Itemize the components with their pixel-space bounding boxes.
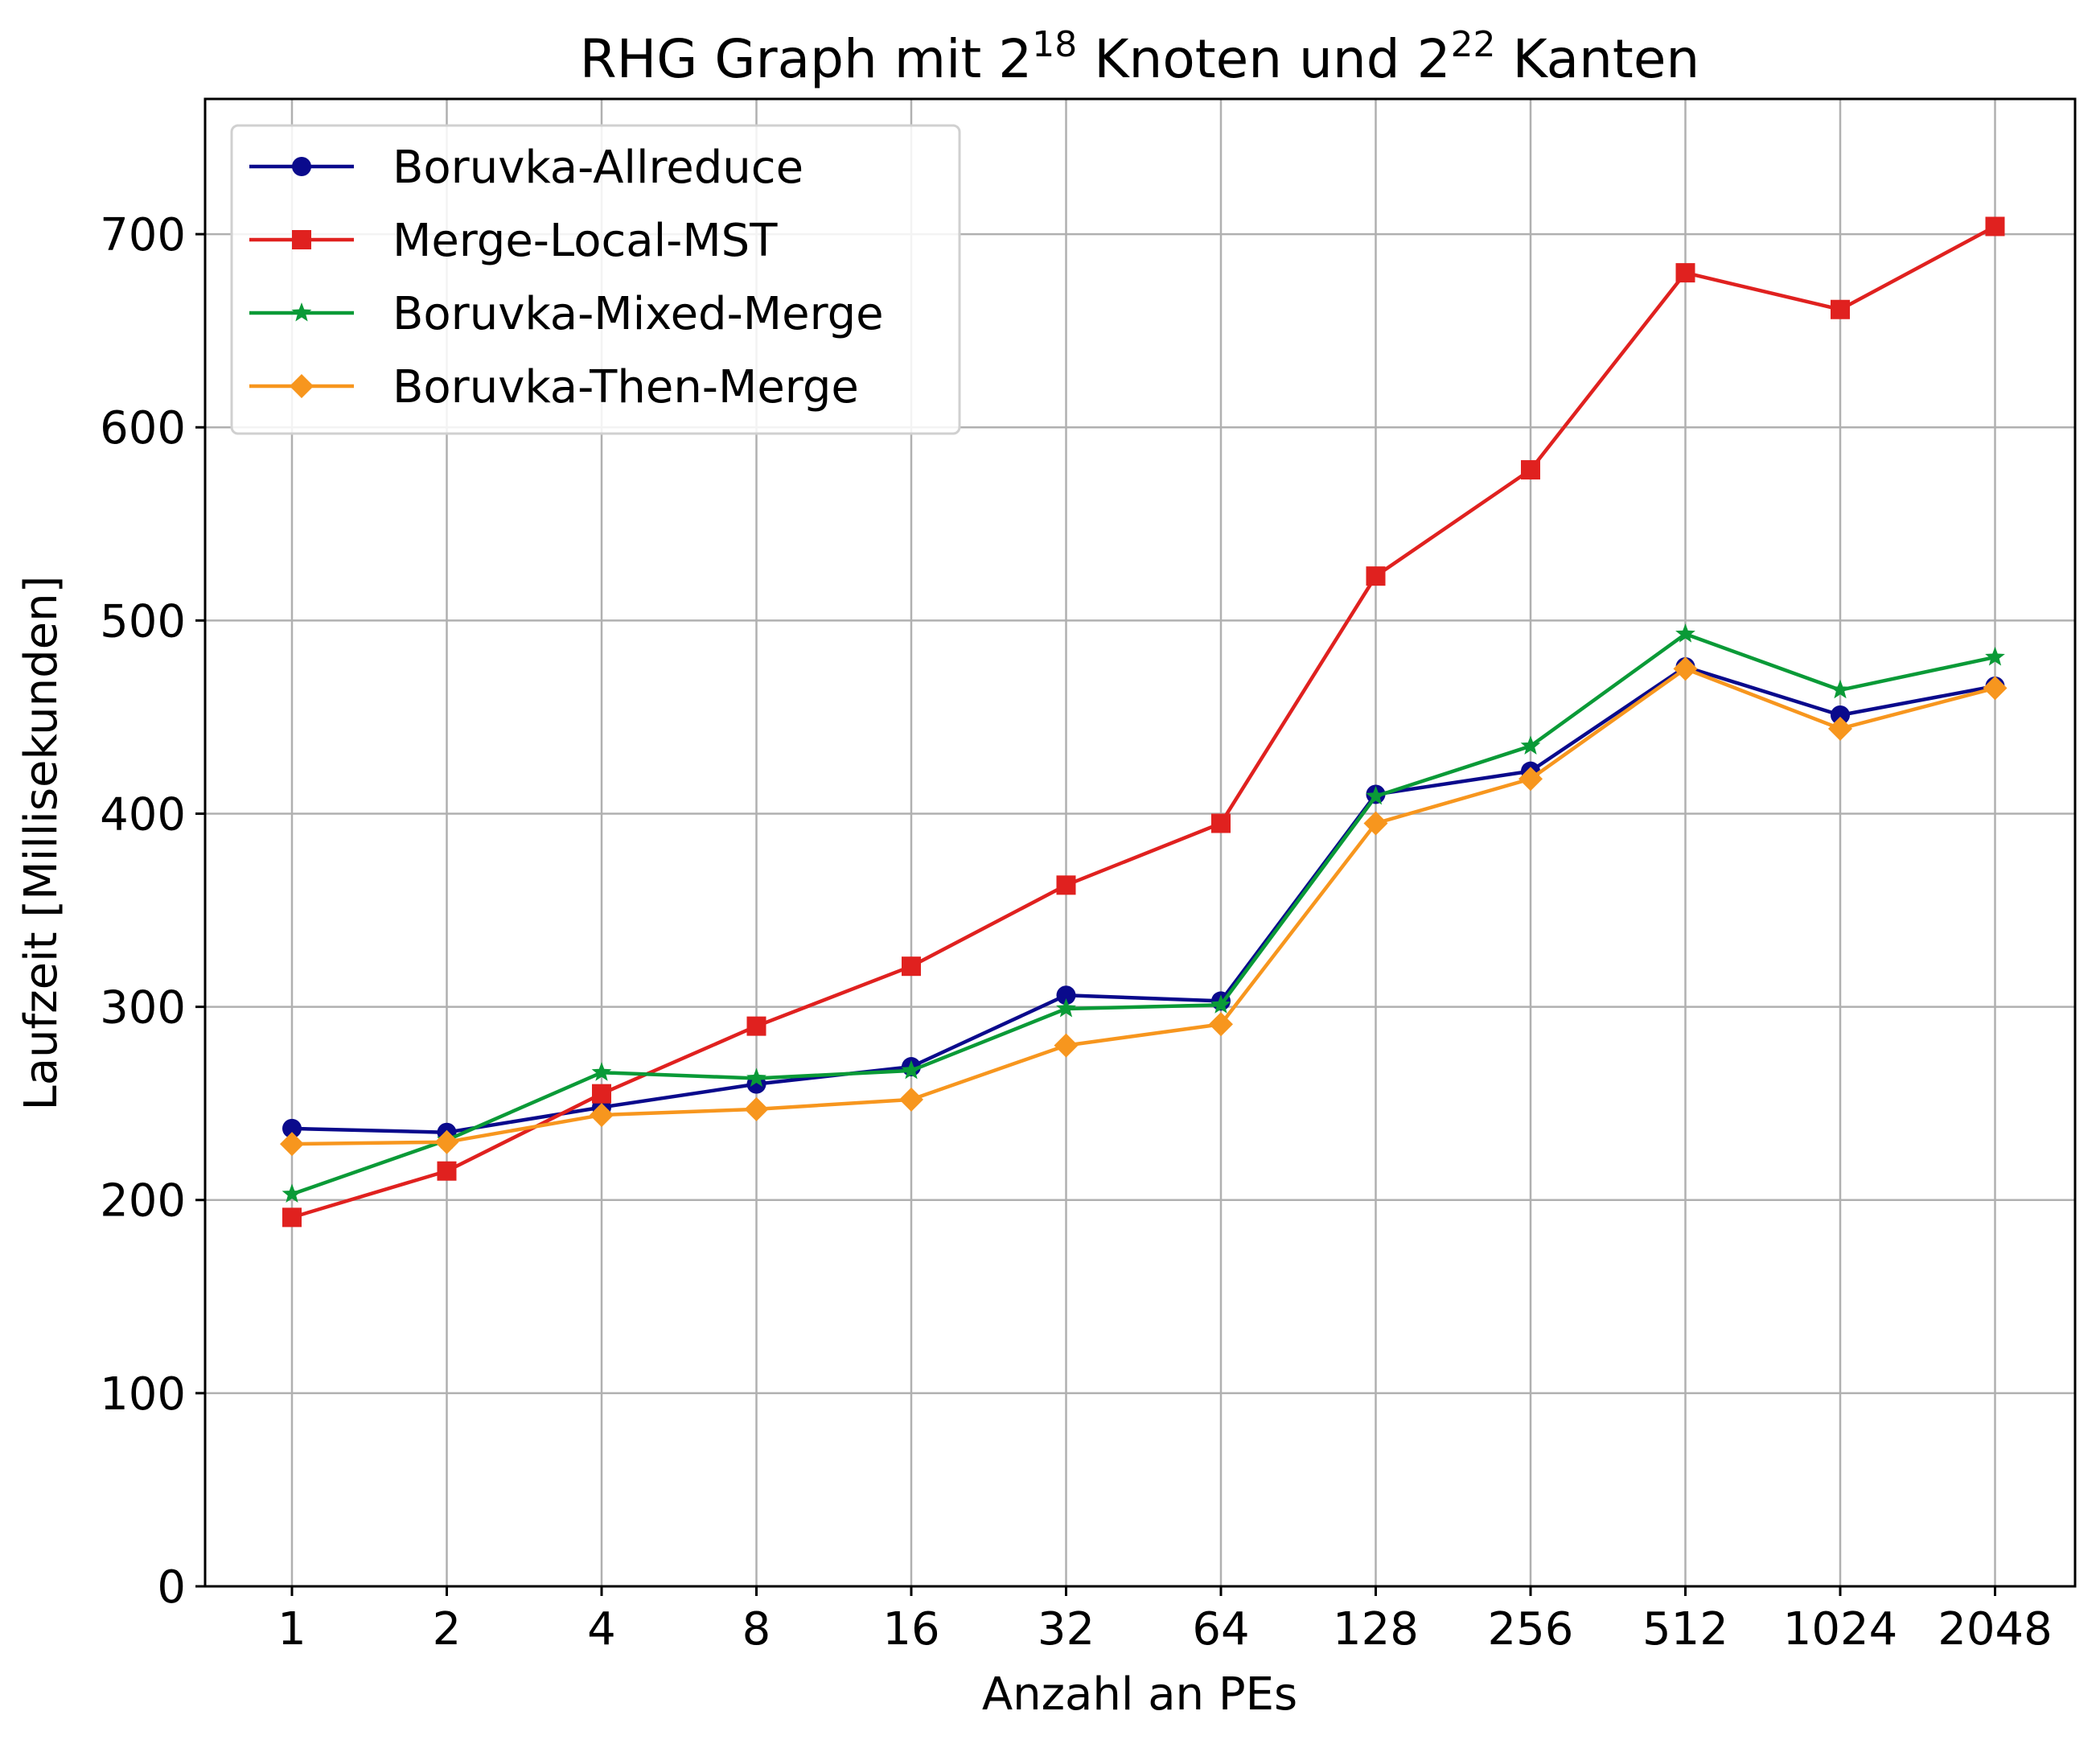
data-point-star <box>282 1183 302 1203</box>
data-point-star <box>1830 679 1851 699</box>
data-point-star <box>1985 646 2005 666</box>
data-point-square <box>746 1016 766 1036</box>
data-point-diamond <box>290 374 314 398</box>
y-tick-label: 400 <box>100 788 186 841</box>
data-point-square <box>902 956 921 977</box>
data-point-star <box>1366 785 1386 805</box>
data-point-diamond <box>744 1096 769 1121</box>
x-tick-label: 64 <box>1192 1603 1249 1656</box>
x-tick-label: 256 <box>1488 1603 1574 1656</box>
legend-label: Boruvka-Mixed-Merge <box>392 288 884 340</box>
legend-entry: Boruvka-Allreduce <box>249 142 803 194</box>
x-tick-label: 1 <box>277 1603 306 1656</box>
data-point-diamond <box>1828 716 1852 741</box>
y-tick-label: 600 <box>100 402 186 455</box>
data-point-diamond <box>1054 1033 1079 1058</box>
series-line <box>291 631 1995 1196</box>
title-superscript-22: 22 <box>1451 24 1496 65</box>
series-line <box>291 667 1996 1146</box>
data-point-square <box>1521 460 1540 480</box>
legend-entry: Boruvka-Mixed-Merge <box>249 288 884 340</box>
title-suffix: Kanten <box>1496 28 1700 90</box>
title-superscript-18: 18 <box>1032 24 1077 65</box>
tick-layer: 1 2 4 8 16 32 64 128 256 512 1024 2048 0 100 200 300 400… <box>100 209 2053 1656</box>
series-boruvka-allreduce <box>282 656 2005 1142</box>
data-point-diamond <box>434 1129 459 1154</box>
data-point-star <box>1675 623 1695 643</box>
data-point-circle <box>282 1118 302 1138</box>
data-point-square <box>1211 813 1231 833</box>
y-tick-label: 0 <box>157 1561 186 1614</box>
data-point-star <box>1056 998 1076 1018</box>
data-point-star <box>291 302 312 322</box>
data-point-square <box>1831 299 1850 319</box>
series-line <box>291 224 1996 1220</box>
data-point-diamond <box>1983 676 2008 701</box>
x-tick-label: 2048 <box>1938 1603 2053 1656</box>
data-point-star <box>1520 735 1541 755</box>
y-tick-label: 500 <box>100 595 186 648</box>
chart-title: RHG Graph mit 218 Knoten und 222 Kanten <box>580 24 1700 90</box>
data-point-square <box>1056 875 1076 895</box>
plot-frame <box>203 97 2077 1588</box>
y-tick-label: 200 <box>100 1175 186 1228</box>
x-tick-label: 32 <box>1038 1603 1095 1656</box>
data-point-diamond <box>590 1103 614 1128</box>
data-point-diamond <box>1673 656 1698 681</box>
data-point-diamond <box>1518 767 1543 792</box>
data-point-square <box>1366 566 1386 586</box>
series-layer <box>280 216 2008 1228</box>
data-point-circle <box>292 157 311 176</box>
data-point-square <box>292 230 311 249</box>
legend-entries: Boruvka-Allreduce Merge-Local-MST Boruvka-… <box>249 142 884 413</box>
x-tick-label: 8 <box>742 1603 771 1656</box>
legend-label: Boruvka-Then-Merge <box>392 361 859 413</box>
data-point-square <box>1675 263 1695 283</box>
data-point-diamond <box>899 1087 923 1112</box>
x-tick-label: 1024 <box>1783 1603 1898 1656</box>
data-point-star <box>1210 994 1231 1014</box>
y-tick-label: 700 <box>100 209 186 261</box>
legend-entry: Merge-Local-MST <box>249 215 778 267</box>
title-prefix: RHG Graph mit 2 <box>580 28 1033 90</box>
data-point-square <box>1985 216 2005 237</box>
data-point-square <box>282 1207 302 1228</box>
x-tick-label: 4 <box>587 1603 616 1656</box>
x-tick-label: 2 <box>433 1603 462 1656</box>
series-line <box>291 664 1995 1134</box>
y-tick-label: 300 <box>100 982 186 1034</box>
x-tick-label: 16 <box>882 1603 939 1656</box>
data-point-star <box>901 1059 922 1080</box>
x-tick-label: 128 <box>1333 1603 1419 1656</box>
legend-entry: Boruvka-Then-Merge <box>249 361 859 413</box>
data-point-diamond <box>1363 811 1388 836</box>
y-tick-label: 100 <box>100 1368 186 1421</box>
series-merge-local-mst <box>282 216 2005 1228</box>
data-point-circle <box>1831 705 1850 726</box>
title-middle: Knoten und 2 <box>1077 28 1450 90</box>
data-point-diamond <box>280 1132 304 1157</box>
series-boruvka-then-merge <box>280 656 2008 1157</box>
x-axis-label: Anzahl an PEs <box>982 1668 1297 1721</box>
data-point-square <box>592 1084 611 1104</box>
series-boruvka-mixed-merge <box>282 623 2005 1203</box>
data-point-diamond <box>1209 1012 1233 1037</box>
legend-box <box>230 124 961 435</box>
legend: Boruvka-Allreduce Merge-Local-MST Boruvka-… <box>230 124 961 435</box>
data-point-circle <box>1056 985 1076 1006</box>
y-axis-label: Laufzeit [Millisekunden] <box>15 576 68 1111</box>
legend-label: Merge-Local-MST <box>392 215 778 267</box>
x-tick-label: 512 <box>1642 1603 1728 1656</box>
data-point-star <box>746 1067 766 1087</box>
data-point-square <box>437 1161 457 1181</box>
legend-label: Boruvka-Allreduce <box>392 142 803 194</box>
data-point-star <box>591 1062 612 1081</box>
